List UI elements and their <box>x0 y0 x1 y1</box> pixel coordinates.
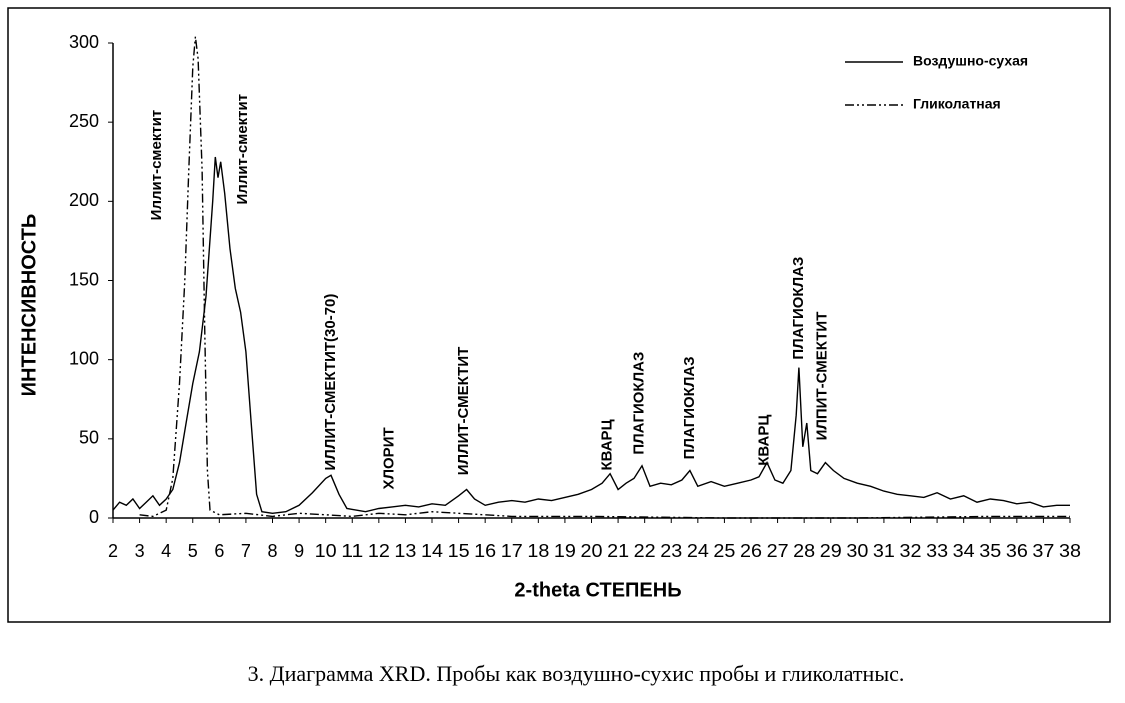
y-tick-label: 0 <box>89 507 99 527</box>
x-tick-label: 11 <box>341 541 363 561</box>
x-tick-label: 9 <box>294 541 304 561</box>
data-line <box>139 36 1070 519</box>
x-tick-label: 25 <box>713 541 735 561</box>
x-tick-label: 18 <box>527 541 549 561</box>
x-tick-label: 29 <box>820 541 842 561</box>
y-tick-label: 300 <box>69 32 99 52</box>
x-tick-label: 37 <box>1032 541 1054 561</box>
x-tick-label: 24 <box>687 541 709 561</box>
y-axis-label: ИНТЕНСИВНОСТЬ <box>18 214 40 397</box>
x-tick-label: 28 <box>793 541 815 561</box>
annotation: ПЛАГИОКЛАЗ <box>630 352 647 455</box>
x-axis-label: 2-theta СТЕПЕНЬ <box>514 579 681 601</box>
x-tick-label: 5 <box>188 541 198 561</box>
x-tick-label: 36 <box>1006 541 1028 561</box>
x-tick-label: 19 <box>554 541 576 561</box>
x-tick-label: 38 <box>1059 541 1081 561</box>
x-tick-label: 21 <box>607 541 629 561</box>
x-tick-label: 17 <box>501 541 523 561</box>
annotation: КВАРЦ <box>755 415 772 466</box>
annotation: ИЛПИТ-СМЕКТИТ <box>814 312 831 441</box>
annotation: ПЛАГИОКЛАЗ <box>790 257 807 360</box>
frame <box>7 7 1111 623</box>
x-tick-label: 2 <box>108 541 118 561</box>
annotation: КВАРЦ <box>598 419 615 470</box>
x-tick-label: 6 <box>214 541 224 561</box>
x-tick-label: 16 <box>474 541 496 561</box>
data-line <box>112 156 1070 515</box>
x-tick-label: 20 <box>581 541 603 561</box>
annotation: Иллит-смектит <box>148 110 165 221</box>
y-tick-label: 100 <box>69 348 99 368</box>
x-tick-label: 22 <box>634 541 656 561</box>
x-tick-label: 30 <box>846 541 868 561</box>
x-tick-label: 23 <box>660 541 682 561</box>
x-tick-label: 32 <box>900 541 922 561</box>
annotation: ИЛЛИТ-СМЕКТИТ <box>455 347 472 476</box>
annotation: Иллит-смектит <box>234 94 251 205</box>
x-tick-label: 7 <box>241 541 251 561</box>
y-tick-label: 150 <box>69 269 99 289</box>
y-tick-label: 50 <box>79 428 99 448</box>
y-tick-label: 200 <box>69 190 99 210</box>
x-tick-label: 8 <box>267 541 277 561</box>
x-tick-label: 15 <box>448 541 470 561</box>
annotation: ИЛЛИТ-СМЕКТИТ(30-70) <box>322 294 339 471</box>
x-tick-label: 4 <box>161 541 171 561</box>
x-tick-label: 12 <box>368 541 390 561</box>
x-tick-label: 26 <box>740 541 762 561</box>
x-tick-label: 31 <box>873 541 895 561</box>
annotation: ХЛОРИТ <box>380 427 397 489</box>
y-tick-label: 250 <box>69 111 99 131</box>
x-tick-label: 3 <box>135 541 145 561</box>
caption: 3. Диаграмма XRD. Пробы как воздушно-сух… <box>248 661 905 686</box>
legend-label: Гликолатная <box>913 96 1001 112</box>
x-tick-label: 35 <box>979 541 1001 561</box>
x-tick-label: 10 <box>315 541 337 561</box>
x-tick-label: 13 <box>394 541 416 561</box>
x-tick-label: 14 <box>421 541 443 561</box>
x-tick-label: 33 <box>926 541 948 561</box>
x-tick-label: 27 <box>767 541 789 561</box>
legend-label: Воздушно-сухая <box>913 53 1028 69</box>
x-tick-label: 34 <box>953 541 975 561</box>
annotation: ПЛАГИОКЛАЗ <box>681 356 698 459</box>
